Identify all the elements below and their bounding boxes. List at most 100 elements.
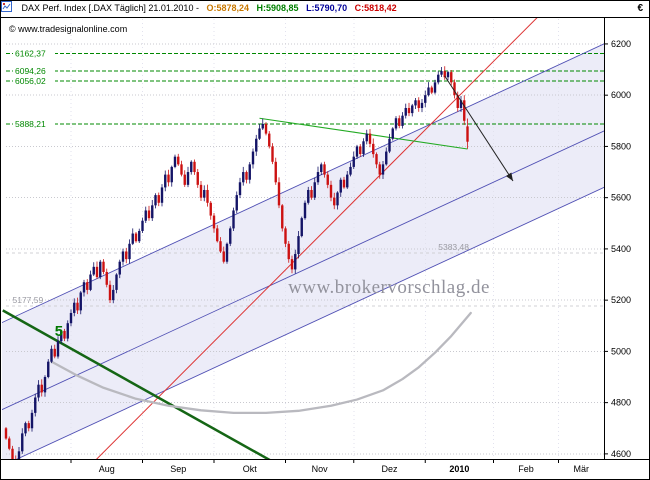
candle-body bbox=[63, 330, 66, 339]
candle-body bbox=[102, 261, 105, 272]
x-axis-label: 2010 bbox=[449, 464, 469, 474]
gray-level-label: 5177,59 bbox=[13, 295, 44, 305]
candle-body bbox=[196, 172, 199, 185]
green-level-label: 6162,37 bbox=[15, 49, 46, 59]
green-level-label: 6056,02 bbox=[15, 76, 46, 86]
candle-body bbox=[281, 205, 284, 229]
wave-count-label: 5 bbox=[55, 323, 63, 340]
candle-body bbox=[66, 323, 69, 339]
candle-body bbox=[82, 282, 86, 293]
candle-body bbox=[336, 192, 339, 206]
candle-body bbox=[50, 348, 53, 362]
currency-symbol: € bbox=[637, 3, 643, 14]
candle-body bbox=[362, 141, 365, 155]
low-value: L:5790,70 bbox=[306, 3, 348, 13]
candle-body bbox=[437, 74, 440, 83]
candle-body bbox=[326, 174, 329, 185]
moving-average bbox=[50, 311, 472, 415]
candle-body bbox=[320, 164, 323, 173]
candle-body bbox=[287, 243, 290, 260]
candle-body bbox=[440, 71, 443, 75]
candle-body bbox=[147, 210, 151, 219]
copyright-label: © www.tradesignalonline.com bbox=[9, 24, 127, 34]
candle-body bbox=[118, 261, 121, 275]
candle-body bbox=[209, 202, 212, 216]
candle-body bbox=[430, 87, 433, 93]
x-axis-label: Sep bbox=[170, 464, 186, 474]
candle-body bbox=[258, 128, 261, 139]
y-axis-label: 4600 bbox=[611, 449, 631, 459]
candlestick-series bbox=[4, 66, 469, 459]
candle-body bbox=[453, 82, 456, 96]
candle-body bbox=[112, 289, 115, 301]
projection-arrow-line bbox=[444, 75, 514, 182]
candle-body bbox=[459, 100, 463, 108]
candle-body bbox=[141, 220, 144, 231]
candle-body bbox=[167, 174, 170, 183]
trend-channel-band bbox=[2, 43, 604, 459]
candle-body bbox=[108, 284, 112, 301]
candle-body bbox=[466, 126, 469, 142]
candle-body bbox=[11, 448, 14, 459]
candle-body bbox=[414, 100, 417, 106]
candle-body bbox=[313, 182, 316, 198]
candle-body bbox=[128, 243, 131, 260]
candle-body bbox=[446, 72, 450, 78]
candle-body bbox=[190, 161, 193, 173]
candle-body bbox=[329, 184, 333, 198]
candle-body bbox=[86, 282, 89, 290]
candle-body bbox=[203, 189, 206, 198]
candle-body bbox=[219, 241, 222, 252]
candle-body bbox=[255, 138, 258, 152]
candle-body bbox=[40, 384, 43, 393]
candle-body bbox=[34, 397, 37, 413]
level-label-bg bbox=[13, 75, 55, 87]
candle-body bbox=[232, 210, 235, 229]
candle-body bbox=[261, 123, 264, 129]
moving-average-line bbox=[50, 311, 472, 415]
candle-body bbox=[105, 271, 108, 285]
candle-body bbox=[450, 72, 453, 83]
candle-body bbox=[294, 254, 297, 270]
gridlines bbox=[6, 19, 604, 459]
candle-body bbox=[186, 172, 190, 185]
candle-body bbox=[235, 195, 238, 211]
candle-body bbox=[401, 115, 404, 126]
chart-title-bar: DAX Perf. Index [.DAX Täglich] 21.01.201… bbox=[1, 1, 649, 18]
watermark: www.brokervorschlag.de bbox=[288, 277, 490, 298]
channel-band-fill bbox=[2, 43, 604, 459]
candle-body bbox=[242, 172, 245, 183]
candle-body bbox=[121, 251, 125, 262]
candle-body bbox=[443, 71, 446, 78]
candle-body bbox=[76, 302, 79, 311]
candle-body bbox=[95, 266, 99, 278]
candle-body bbox=[30, 412, 34, 429]
candle-body bbox=[463, 100, 466, 121]
projection-arrow-head bbox=[505, 172, 513, 182]
candle-body bbox=[173, 156, 177, 167]
candle-body bbox=[47, 361, 50, 378]
candle-body bbox=[349, 166, 352, 175]
candle-body bbox=[225, 243, 229, 262]
chart-icon bbox=[1, 1, 16, 14]
candle-body bbox=[300, 218, 303, 237]
candle-body bbox=[183, 174, 186, 185]
chart-title: DAX Perf. Index [.DAX Täglich] 21.01.201… bbox=[21, 3, 199, 13]
horizontal-levels bbox=[6, 53, 604, 307]
open-value: O:5878,24 bbox=[206, 3, 249, 13]
candle-body bbox=[216, 228, 219, 242]
candle-body bbox=[115, 274, 118, 290]
candle-body bbox=[138, 230, 141, 242]
candle-body bbox=[60, 330, 63, 342]
candle-body bbox=[154, 195, 157, 206]
candle-body bbox=[99, 261, 102, 278]
candle-body bbox=[427, 87, 430, 96]
candle-body bbox=[180, 164, 183, 175]
candle-body bbox=[407, 107, 411, 114]
axes: Aug Sep Okt Nov Dez 2010 Feb Mär 4600 4800 5000 520… bbox=[1, 18, 649, 474]
candle-body bbox=[310, 189, 313, 198]
x-axis-label: Feb bbox=[518, 464, 534, 474]
candle-body bbox=[43, 377, 47, 393]
